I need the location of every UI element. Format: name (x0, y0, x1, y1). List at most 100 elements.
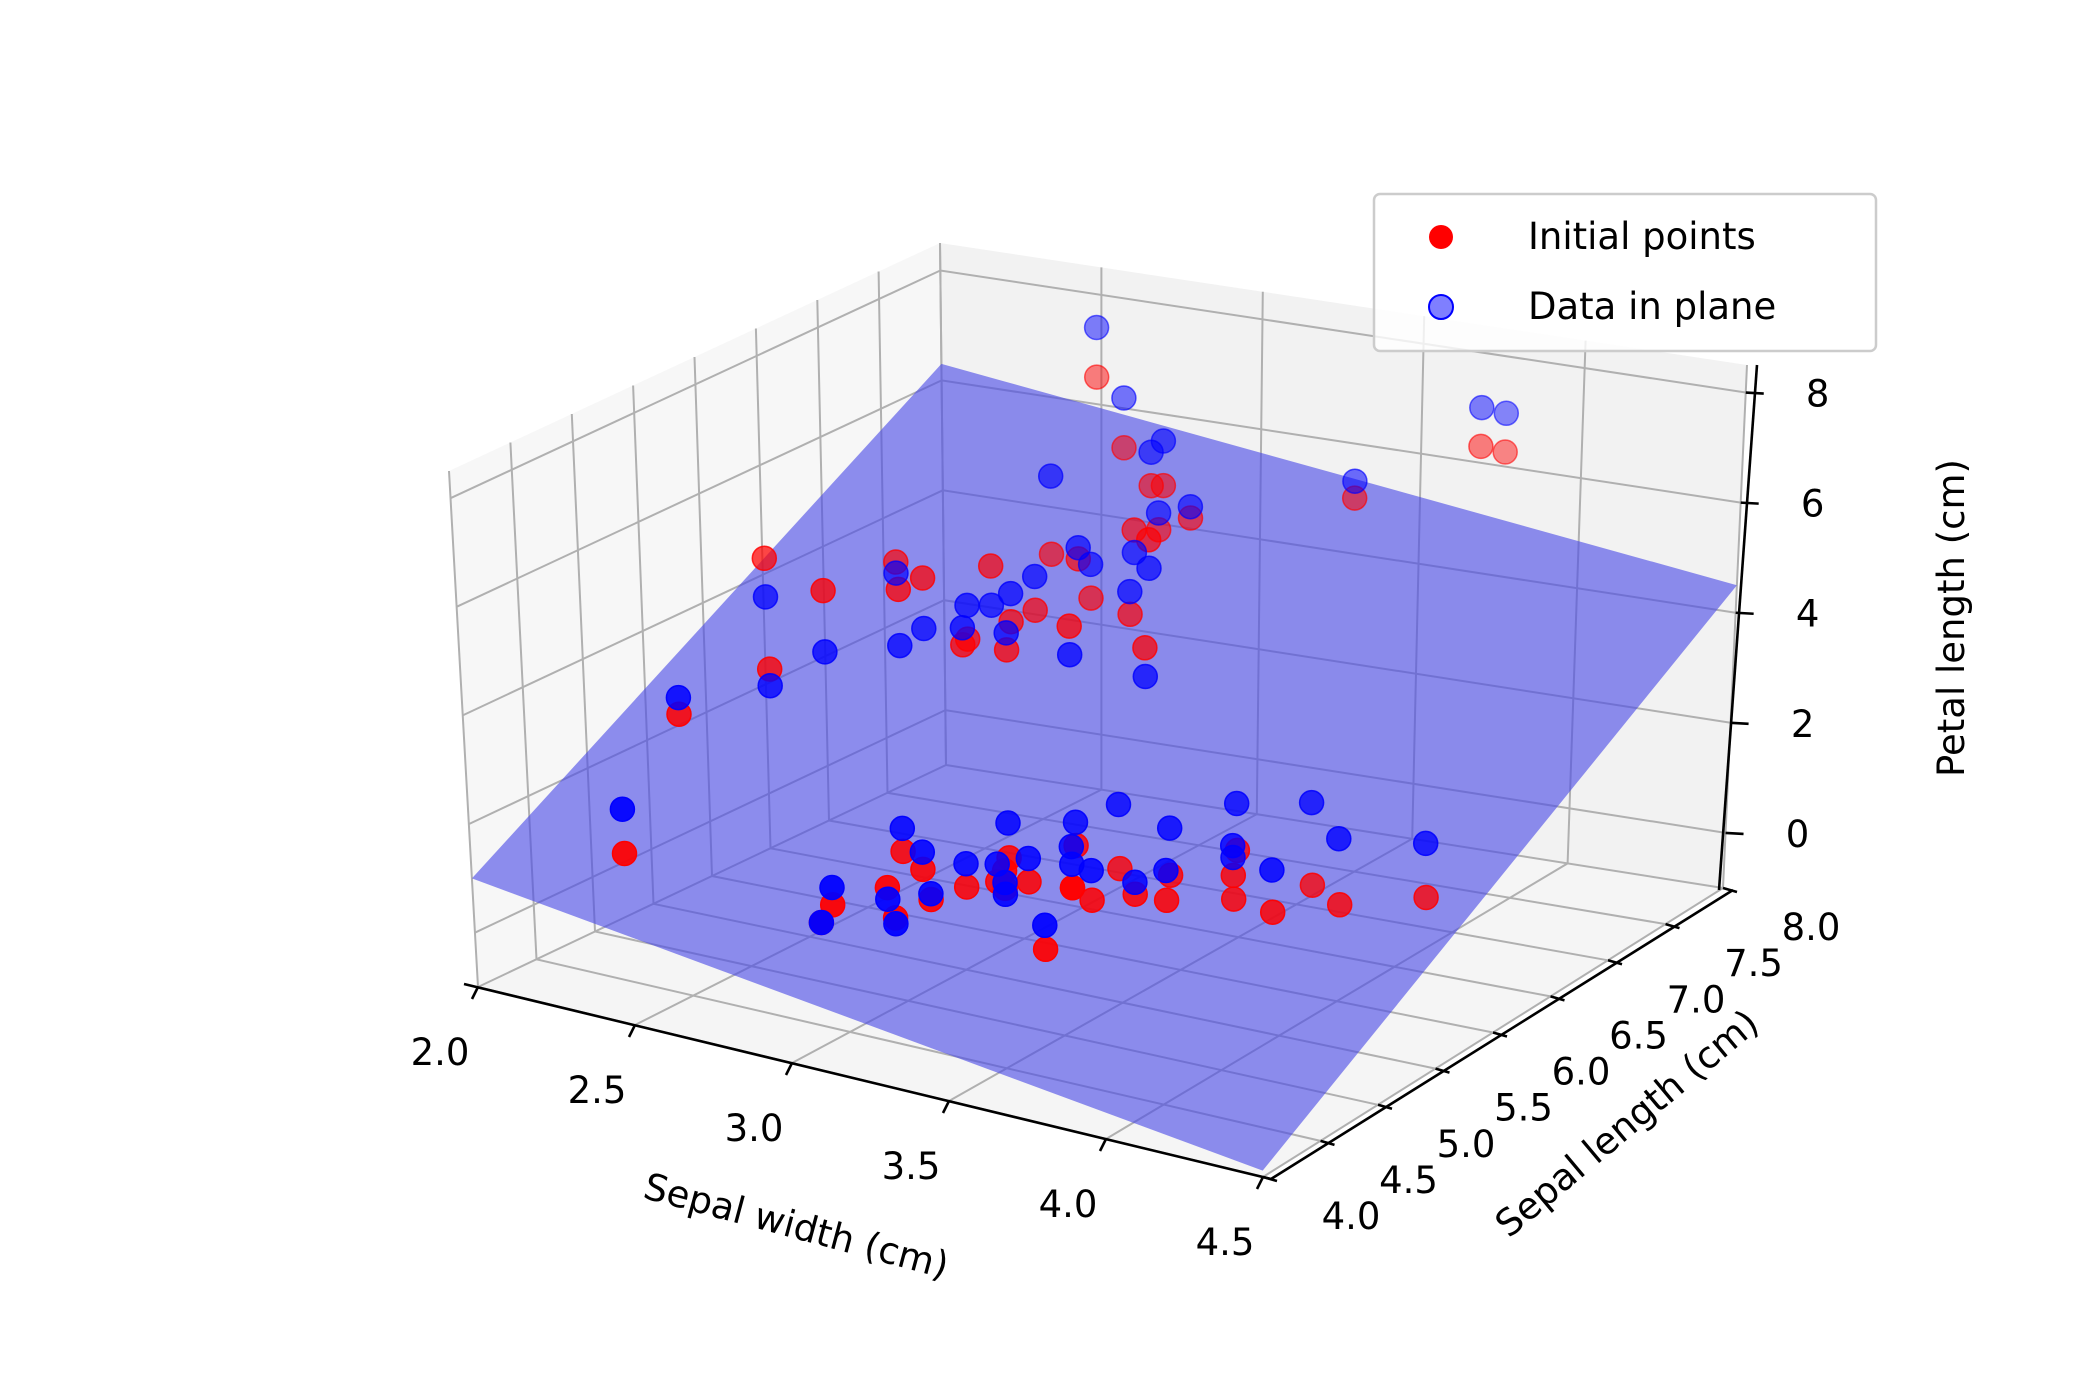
point-initial (1220, 886, 1247, 912)
point-in-plane (992, 881, 1019, 908)
point-in-plane (1298, 789, 1325, 816)
z-tick-label: 8 (1806, 373, 1830, 416)
x-tick-mark (1098, 1138, 1108, 1152)
point-in-plane (1056, 641, 1083, 668)
x-tick-mark (941, 1100, 951, 1114)
point-initial (751, 545, 778, 572)
point-in-plane (1136, 555, 1162, 582)
y-tick-mark (1607, 959, 1623, 966)
y-tick-label: 7.5 (1724, 942, 1783, 985)
point-in-plane (883, 560, 909, 586)
point-initial (1038, 541, 1065, 567)
y-tick-label: 7.0 (1667, 978, 1726, 1021)
point-in-plane (883, 910, 909, 937)
point-in-plane (1342, 468, 1368, 494)
x-tick-label: 2.0 (411, 1031, 470, 1074)
point-in-plane (1037, 463, 1064, 489)
y-tick-mark (1665, 922, 1680, 930)
point-in-plane (949, 615, 976, 641)
point-in-plane (993, 620, 1019, 646)
legend-label-initial-points: Initial points (1528, 215, 1756, 258)
axes-3d: 2.02.53.03.54.04.5 4.04.55.05.56.06.57.0… (411, 242, 1973, 1287)
x-tick-label: 4.0 (1039, 1183, 1098, 1226)
point-initial (1117, 601, 1143, 628)
z-axis-label: Petal length (cm) (1930, 459, 1973, 777)
point-in-plane (665, 684, 692, 711)
legend-marker-initial-points (1429, 225, 1453, 249)
point-initial (611, 840, 638, 867)
point-in-plane (1111, 385, 1137, 411)
y-tick-label: 4.0 (1322, 1195, 1381, 1238)
point-initial (1138, 472, 1164, 499)
point-in-plane (1469, 394, 1495, 421)
point-in-plane (909, 839, 936, 865)
y-tick-label: 4.5 (1379, 1159, 1438, 1202)
x-tick-mark (627, 1024, 637, 1038)
point-in-plane (1412, 830, 1439, 857)
point-initial (1032, 936, 1059, 963)
point-in-plane (953, 850, 979, 877)
point-in-plane (757, 672, 783, 699)
legend-label-data-in-plane: Data in plane (1528, 285, 1776, 328)
legend-frame (1372, 192, 1878, 353)
y-tick-label: 5.0 (1437, 1123, 1496, 1166)
point-initial (977, 553, 1004, 579)
x-tick-label: 4.5 (1196, 1221, 1255, 1264)
point-initial (909, 565, 936, 591)
x-axis-line (463, 982, 1272, 1181)
point-initial (1078, 585, 1104, 611)
point-in-plane (1138, 439, 1164, 465)
z-tick-mark (1740, 501, 1759, 505)
point-in-plane (1493, 400, 1520, 427)
point-in-plane (1121, 539, 1148, 566)
z-axis-line (1717, 364, 1759, 891)
point-in-plane (752, 584, 779, 610)
point-initial (1299, 872, 1326, 898)
point-initial (953, 874, 980, 900)
point-initial (1016, 869, 1042, 895)
y-tick-mark (1550, 995, 1565, 1002)
point-initial (1083, 364, 1110, 390)
x-tick-label: 3.0 (725, 1107, 784, 1150)
plane-surface (471, 363, 1737, 1171)
point-initial (1153, 887, 1180, 914)
x-axis-ticks: 2.0 2.5 3.0 3.5 4.0 4.5 (411, 986, 1265, 1264)
point-in-plane (1259, 857, 1285, 883)
point-in-plane (1083, 314, 1110, 341)
point-in-plane (1145, 500, 1172, 526)
point-in-plane (1077, 551, 1104, 578)
point-in-plane (889, 815, 916, 842)
point-in-plane (1117, 578, 1143, 605)
legend: Initial points Data in plane (1372, 192, 1878, 353)
y-tick-mark (1320, 1139, 1335, 1147)
y-axis-ticks: 4.04.55.05.56.06.57.07.58.0 (1262, 886, 1841, 1238)
point-in-plane (1156, 815, 1183, 841)
point-in-plane (1223, 790, 1250, 817)
z-tick-label: 0 (1786, 813, 1810, 856)
point-initial (1468, 433, 1494, 460)
point-in-plane (875, 886, 901, 912)
z-tick-mark (1745, 391, 1764, 395)
point-in-plane (1153, 857, 1179, 884)
point-initial (1326, 892, 1353, 918)
y-tick-mark (1262, 1175, 1278, 1183)
point-initial (1056, 613, 1082, 639)
z-tick-label: 4 (1796, 593, 1820, 636)
y-tick-mark (1435, 1067, 1450, 1074)
z-tick-mark (1725, 831, 1744, 836)
point-initial (810, 577, 836, 604)
point-in-plane (808, 909, 835, 936)
point-initial (1079, 887, 1105, 913)
z-tick-label: 6 (1801, 483, 1825, 526)
z-tick-label: 2 (1791, 703, 1815, 746)
x-tick-mark (1255, 1176, 1265, 1190)
x-tick-label: 3.5 (882, 1145, 941, 1188)
point-in-plane (819, 874, 845, 901)
point-initial (1022, 597, 1048, 623)
point-initial (1492, 439, 1518, 465)
z-tick-mark (1730, 721, 1749, 726)
y-tick-label: 8.0 (1782, 906, 1841, 949)
y-tick-label: 6.5 (1609, 1014, 1668, 1057)
y-tick-mark (1722, 886, 1738, 894)
